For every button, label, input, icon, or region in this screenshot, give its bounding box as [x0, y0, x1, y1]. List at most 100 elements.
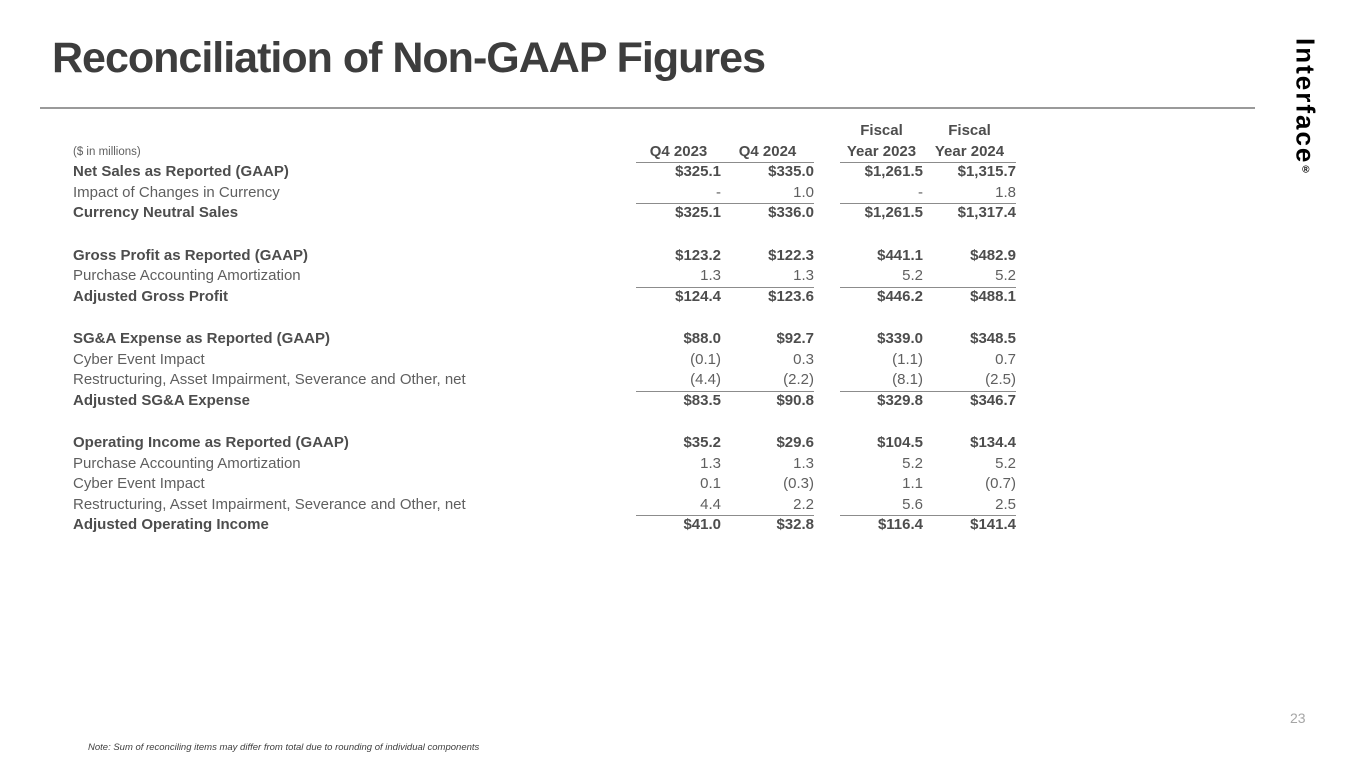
value-cell: 0.7 — [995, 350, 1016, 368]
table-row-net-sales-2: Currency Neutral Sales $325.1 $336.0 $1,261… — [73, 203, 1016, 224]
quarter-values-group: $123.2 $122.3 — [636, 246, 814, 267]
value-cell: $92.7 — [776, 330, 814, 347]
value-cell: (1.1) — [892, 350, 923, 368]
value-cell: (0.3) — [783, 475, 814, 492]
value-cell: $446.2 — [877, 287, 923, 305]
quarter-values-group: $124.4 $123.6 — [636, 287, 814, 308]
row-label: Cyber Event Impact — [73, 350, 205, 368]
fiscal-year-values-group: $1,261.5 $1,317.4 — [840, 203, 1016, 224]
fiscal-year-values-group: (1.1) 0.7 — [840, 350, 1016, 371]
table-row-net-sales-1: Impact of Changes in Currency - 1.0 - 1.8 — [73, 183, 1016, 204]
value-cell: $90.8 — [776, 391, 814, 409]
fiscal-year-values-group: (8.1) (2.5) — [840, 370, 1016, 392]
value-cell: $441.1 — [877, 246, 923, 264]
value-cell: (8.1) — [892, 371, 923, 388]
value-cell: $339.0 — [877, 330, 923, 347]
row-label: Adjusted Operating Income — [73, 516, 269, 533]
column-group-gap — [814, 162, 840, 183]
row-label: Restructuring, Asset Impairment, Severan… — [73, 371, 466, 388]
value-cell: (0.1) — [690, 350, 721, 368]
column-header-q4-2024: Q4 2024 — [738, 142, 797, 160]
value-cell: 5.2 — [995, 267, 1016, 284]
value-cell: $336.0 — [768, 204, 814, 221]
table-row-net-sales-0: Net Sales as Reported (GAAP) $325.1 $335.0… — [73, 162, 1016, 183]
interface-logo-text: Interface — [1290, 38, 1321, 165]
table-header-row: ($ in millions) Q4 2023 Q4 2024 Fiscal Y… — [73, 121, 1016, 163]
value-cell: $348.5 — [970, 330, 1016, 347]
value-cell: 1.0 — [793, 183, 814, 201]
column-group-gap — [814, 391, 840, 412]
column-header-fiscal-year-2023: Fiscal Year 2023 — [846, 122, 917, 160]
row-label: Currency Neutral Sales — [73, 204, 239, 221]
value-cell: 0.3 — [793, 350, 814, 368]
row-label: Gross Profit as Reported (GAAP) — [73, 246, 309, 264]
quarter-values-group: $83.5 $90.8 — [636, 391, 814, 412]
fiscal-year-values-group: 5.6 2.5 — [840, 495, 1016, 516]
column-group-gap — [814, 370, 840, 391]
row-label: Restructuring, Asset Impairment, Severan… — [73, 495, 466, 513]
quarter-values-group: 1.3 1.3 — [636, 454, 814, 475]
quarter-header-group: Q4 2023 Q4 2024 — [636, 142, 814, 163]
value-cell: $32.8 — [776, 516, 814, 533]
column-header-q4-2023: Q4 2023 — [649, 142, 708, 160]
quarter-values-group: $41.0 $32.8 — [636, 515, 814, 536]
quarter-values-group: $35.2 $29.6 — [636, 433, 814, 454]
value-cell: $1,317.4 — [957, 204, 1016, 221]
column-group-gap — [814, 474, 840, 495]
value-cell: $329.8 — [877, 391, 923, 409]
value-cell: $41.0 — [683, 516, 721, 533]
row-label: Purchase Accounting Amortization — [73, 454, 301, 472]
units-label: ($ in millions) — [73, 145, 141, 158]
row-label: Operating Income as Reported (GAAP) — [73, 434, 349, 451]
table-row-gross-profit-1: Purchase Accounting Amortization 1.3 1.3 5.… — [73, 266, 1016, 288]
value-cell: $488.1 — [970, 287, 1016, 305]
fiscal-year-values-group: $116.4 $141.4 — [840, 515, 1016, 536]
fiscal-year-values-group: $104.5 $134.4 — [840, 433, 1016, 454]
value-cell: $335.0 — [768, 163, 814, 180]
row-label: Purchase Accounting Amortization — [73, 267, 301, 284]
row-label: Cyber Event Impact — [73, 475, 205, 492]
fiscal-year-values-group: 5.2 5.2 — [840, 454, 1016, 475]
value-cell: $123.6 — [768, 287, 814, 305]
value-cell: (2.5) — [985, 371, 1016, 388]
table-row-gross-profit-0: Gross Profit as Reported (GAAP) $123.2 $12… — [73, 246, 1016, 267]
value-cell: (0.7) — [985, 475, 1016, 492]
value-cell: $1,315.7 — [957, 163, 1016, 180]
column-group-gap — [814, 266, 840, 287]
value-cell: $1,261.5 — [864, 163, 923, 180]
value-cell: 1.3 — [793, 454, 814, 472]
row-label: Net Sales as Reported (GAAP) — [73, 163, 289, 180]
column-group-gap — [814, 495, 840, 516]
value-cell: $83.5 — [683, 391, 721, 409]
value-cell: - — [716, 183, 721, 201]
table-row-sga-expense-3: Adjusted SG&A Expense $83.5 $90.8 $329.8 $34… — [73, 391, 1016, 412]
quarter-values-group: $325.1 $336.0 — [636, 203, 814, 224]
quarter-values-group: 1.3 1.3 — [636, 266, 814, 288]
registered-trademark-icon: ® — [1300, 164, 1312, 176]
value-cell: 5.2 — [995, 454, 1016, 472]
quarter-values-group: - 1.0 — [636, 183, 814, 204]
column-group-gap — [814, 350, 840, 371]
quarter-values-group: $325.1 $335.0 — [636, 162, 814, 183]
value-cell: $29.6 — [776, 434, 814, 451]
column-group-gap — [814, 183, 840, 204]
value-cell: 1.1 — [902, 475, 923, 492]
interface-logo: Interface® — [1290, 38, 1321, 176]
value-cell: $325.1 — [675, 204, 721, 221]
quarter-values-group: (4.4) (2.2) — [636, 370, 814, 392]
table-body: Net Sales as Reported (GAAP) $325.1 $335.0… — [73, 162, 1016, 536]
table-row-sga-expense-0: SG&A Expense as Reported (GAAP) $88.0 $92.… — [73, 329, 1016, 350]
column-header-fiscal-year-2024: Fiscal Year 2024 — [934, 122, 1005, 160]
column-group-gap — [814, 433, 840, 454]
table-row-sga-expense-1: Cyber Event Impact (0.1) 0.3 (1.1) 0.7 — [73, 350, 1016, 371]
quarter-values-group: (0.1) 0.3 — [636, 350, 814, 371]
table-row-operating-income-0: Operating Income as Reported (GAAP) $35.2… — [73, 433, 1016, 454]
fiscal-year-values-group: $1,261.5 $1,315.7 — [840, 162, 1016, 183]
value-cell: (4.4) — [690, 371, 721, 388]
quarter-values-group: 4.4 2.2 — [636, 495, 814, 516]
fiscal-year-values-group: $329.8 $346.7 — [840, 391, 1016, 412]
value-cell: 1.8 — [995, 183, 1016, 201]
table-row-operating-income-2: Cyber Event Impact 0.1 (0.3) 1.1 (0.7) — [73, 474, 1016, 495]
value-cell: $123.2 — [675, 246, 721, 264]
